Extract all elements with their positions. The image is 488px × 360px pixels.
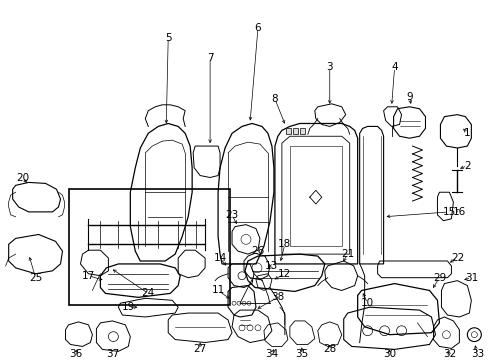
Polygon shape [292,129,297,134]
Text: 17: 17 [81,271,95,281]
Text: 7: 7 [206,53,213,63]
Bar [68,189,229,305]
Text: 14: 14 [213,253,226,263]
Text: 30: 30 [382,349,395,359]
Text: 24: 24 [142,288,155,298]
Text: 28: 28 [323,345,336,354]
Text: 37: 37 [105,349,119,359]
Text: 13: 13 [265,261,278,271]
Text: 5: 5 [164,33,171,43]
Polygon shape [299,129,304,134]
Text: 6: 6 [254,23,261,33]
Text: 11: 11 [211,285,224,296]
Text: 23: 23 [225,210,238,220]
Text: 3: 3 [326,63,332,72]
Text: 8: 8 [271,94,278,104]
Text: 2: 2 [463,161,470,171]
Text: 1: 1 [463,128,470,138]
Text: 38: 38 [271,292,284,302]
Text: 16: 16 [452,207,465,217]
Text: 12: 12 [278,269,291,279]
Text: 4: 4 [390,63,397,72]
Text: 25: 25 [29,273,42,283]
Text: 36: 36 [69,349,82,359]
Text: 29: 29 [432,273,445,283]
Text: 18: 18 [278,239,291,249]
Text: 9: 9 [406,92,412,102]
Text: 26: 26 [251,246,264,256]
Text: 21: 21 [341,249,354,259]
Text: 35: 35 [295,349,308,359]
Text: 27: 27 [193,345,206,354]
Text: 20: 20 [16,172,29,183]
Text: 33: 33 [470,349,483,359]
Text: 10: 10 [360,298,373,308]
Text: 15: 15 [442,207,455,217]
Text: 22: 22 [450,253,463,263]
Text: 34: 34 [265,349,278,359]
Polygon shape [285,129,290,134]
Text: 32: 32 [442,349,455,359]
Text: 31: 31 [464,273,477,283]
Text: 19: 19 [122,302,135,312]
